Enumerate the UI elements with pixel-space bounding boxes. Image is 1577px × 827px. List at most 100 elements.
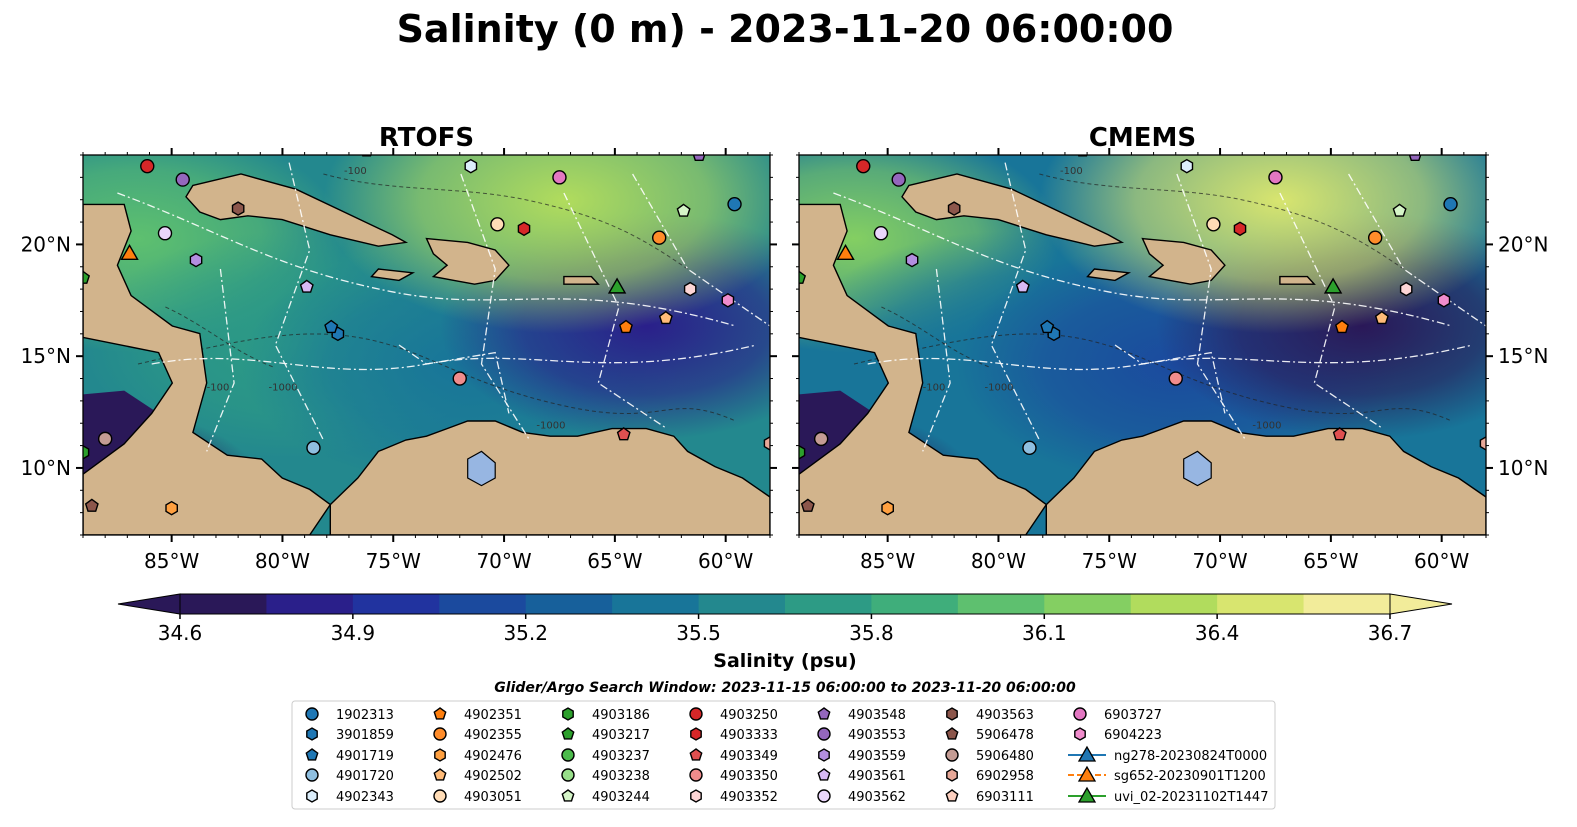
legend-label: 4902355 <box>464 728 522 743</box>
legend-label: 5906478 <box>976 728 1034 743</box>
x-tick-label: 85°W <box>144 549 199 573</box>
y-tick-label: 20°N <box>21 232 71 256</box>
legend-label: 4902351 <box>464 708 522 723</box>
land-mass <box>1279 275 1316 285</box>
glider-marker-ng278-20230824T0000 <box>735 140 751 154</box>
colorbar-segment <box>1130 594 1218 614</box>
bathymetry-label: -1000 <box>268 383 297 394</box>
legend-marker <box>305 748 319 761</box>
platform-marker-4901720 <box>306 440 321 456</box>
eez-boundary <box>117 192 736 327</box>
map-panel-cmems: -100 -1000 -1000 -100 CMEMS 85°W 80°W 75°W 70°W 6… <box>792 123 1548 573</box>
y-tick-label: 10°N <box>1498 456 1548 480</box>
legend-label: ng278-20230824T0000 <box>1114 749 1267 764</box>
legend-marker <box>561 768 575 782</box>
colorbar-tick-label: 36.4 <box>1195 621 1240 645</box>
colorbar-segment <box>266 594 354 614</box>
platform-marker-4902476 <box>881 500 895 516</box>
eez-boundary <box>1348 173 1486 327</box>
legend-item: 4903562 <box>817 789 906 805</box>
legend-marker <box>434 748 446 762</box>
platform-marker-5906478 <box>800 498 815 512</box>
platform-legend: 1902313 3901859 4901719 4901720 4902343 49023… <box>291 700 1276 810</box>
legend-item: 4902355 <box>433 727 522 743</box>
legend-item: 4903352 <box>690 789 778 805</box>
legend-marker <box>433 707 447 720</box>
land-mass <box>1086 268 1132 282</box>
legend-label: 4903250 <box>720 708 778 723</box>
legend-marker <box>817 727 831 741</box>
legend-item: 4903553 <box>817 727 906 743</box>
platform-marker-5906480 <box>813 431 829 447</box>
legend-marker <box>946 768 958 782</box>
platform-marker-4903561 <box>1015 279 1030 293</box>
legend-item: 4901719 <box>305 748 394 764</box>
search-window-caption: Glider/Argo Search Window: 2023-11-15 06… <box>494 680 1076 696</box>
legend-marker <box>562 707 574 721</box>
bathymetry-contour <box>323 173 688 270</box>
colorbar-tick-label: 34.9 <box>331 621 376 645</box>
platform-marker-4902351 <box>1334 319 1349 334</box>
legend-marker <box>689 748 703 761</box>
legend-item: 4903051 <box>433 789 522 805</box>
eez-boundary <box>632 173 770 327</box>
platform-marker-5906480 <box>97 431 113 447</box>
legend-label: 4903553 <box>848 728 906 743</box>
colorbar-extend-min <box>117 593 181 615</box>
legend-item: 6903111 <box>945 789 1034 805</box>
glider-marker-ng278-20230824T0000 <box>1451 140 1467 154</box>
platform-marker-4903559 <box>905 252 919 268</box>
legend-item: 5906480 <box>945 748 1034 764</box>
legend-label: 6903727 <box>1104 708 1162 723</box>
eez-boundary <box>460 173 531 441</box>
panel-title: CMEMS <box>1089 123 1196 153</box>
legend-marker <box>305 768 319 782</box>
colorbar-tick-label: 35.8 <box>849 621 894 645</box>
lake-maracaibo <box>1183 450 1212 487</box>
legend-item: 1902313 <box>305 707 394 723</box>
glider-marker-uvi_02-20231102T1447 <box>607 277 627 294</box>
platform-marker-6904223 <box>1437 292 1451 308</box>
colorbar-tick-label: 35.2 <box>503 621 548 645</box>
platform-marker-4903563 <box>947 201 961 216</box>
colorbar-segment <box>1044 594 1132 614</box>
colorbar-segment <box>352 594 440 614</box>
legend-marker <box>945 748 959 762</box>
legend-label: 4901720 <box>336 769 394 784</box>
legend-item: 4903563 <box>946 707 1034 723</box>
legend-item: 4903350 <box>689 768 778 784</box>
platform-marker-5906478 <box>84 498 99 512</box>
platform-marker-4903217 <box>83 270 91 284</box>
legend-marker <box>306 789 318 803</box>
platform-marker-4903561 <box>299 279 314 293</box>
land-mass <box>799 203 1048 535</box>
x-tick-label: 70°W <box>1192 549 1247 573</box>
platform-marker-4903217 <box>799 270 807 284</box>
glider-marker-sg652-20230901T1200 <box>836 243 855 261</box>
bathymetry-label: -1000 <box>536 421 565 432</box>
colorbar-label: Salinity (psu) <box>713 650 856 672</box>
pacific-sea <box>799 390 875 475</box>
legend-label: 4903244 <box>592 790 650 805</box>
y-tick-label: 10°N <box>21 456 71 480</box>
legend-label: 5906480 <box>976 749 1034 764</box>
legend-label: 6902958 <box>976 769 1034 784</box>
platform-marker-4903563 <box>231 201 245 216</box>
colorbar-tick-label: 36.1 <box>1022 621 1067 645</box>
eez-boundary <box>1114 344 1226 414</box>
platform-marker-4903237 <box>83 366 84 373</box>
legend-item: 4903250 <box>689 707 778 723</box>
glider-marker-uvi_02-20231102T1447 <box>1323 277 1343 294</box>
colorbar-segment <box>525 594 613 614</box>
bathymetry-label: -100 <box>344 166 367 177</box>
legend-glider-marker <box>1077 765 1097 782</box>
platform-marker-4902476 <box>165 500 179 516</box>
platform-marker-1902313 <box>727 196 742 212</box>
bathymetry-contour <box>137 333 736 422</box>
legend-label: 4903051 <box>464 790 522 805</box>
legend-item: 4902343 <box>306 789 394 805</box>
eez-boundary <box>1279 192 1384 430</box>
platform-marker-4903237 <box>799 366 800 373</box>
legend-label: 4903352 <box>720 790 778 805</box>
legend-label: 6904223 <box>1104 728 1162 743</box>
